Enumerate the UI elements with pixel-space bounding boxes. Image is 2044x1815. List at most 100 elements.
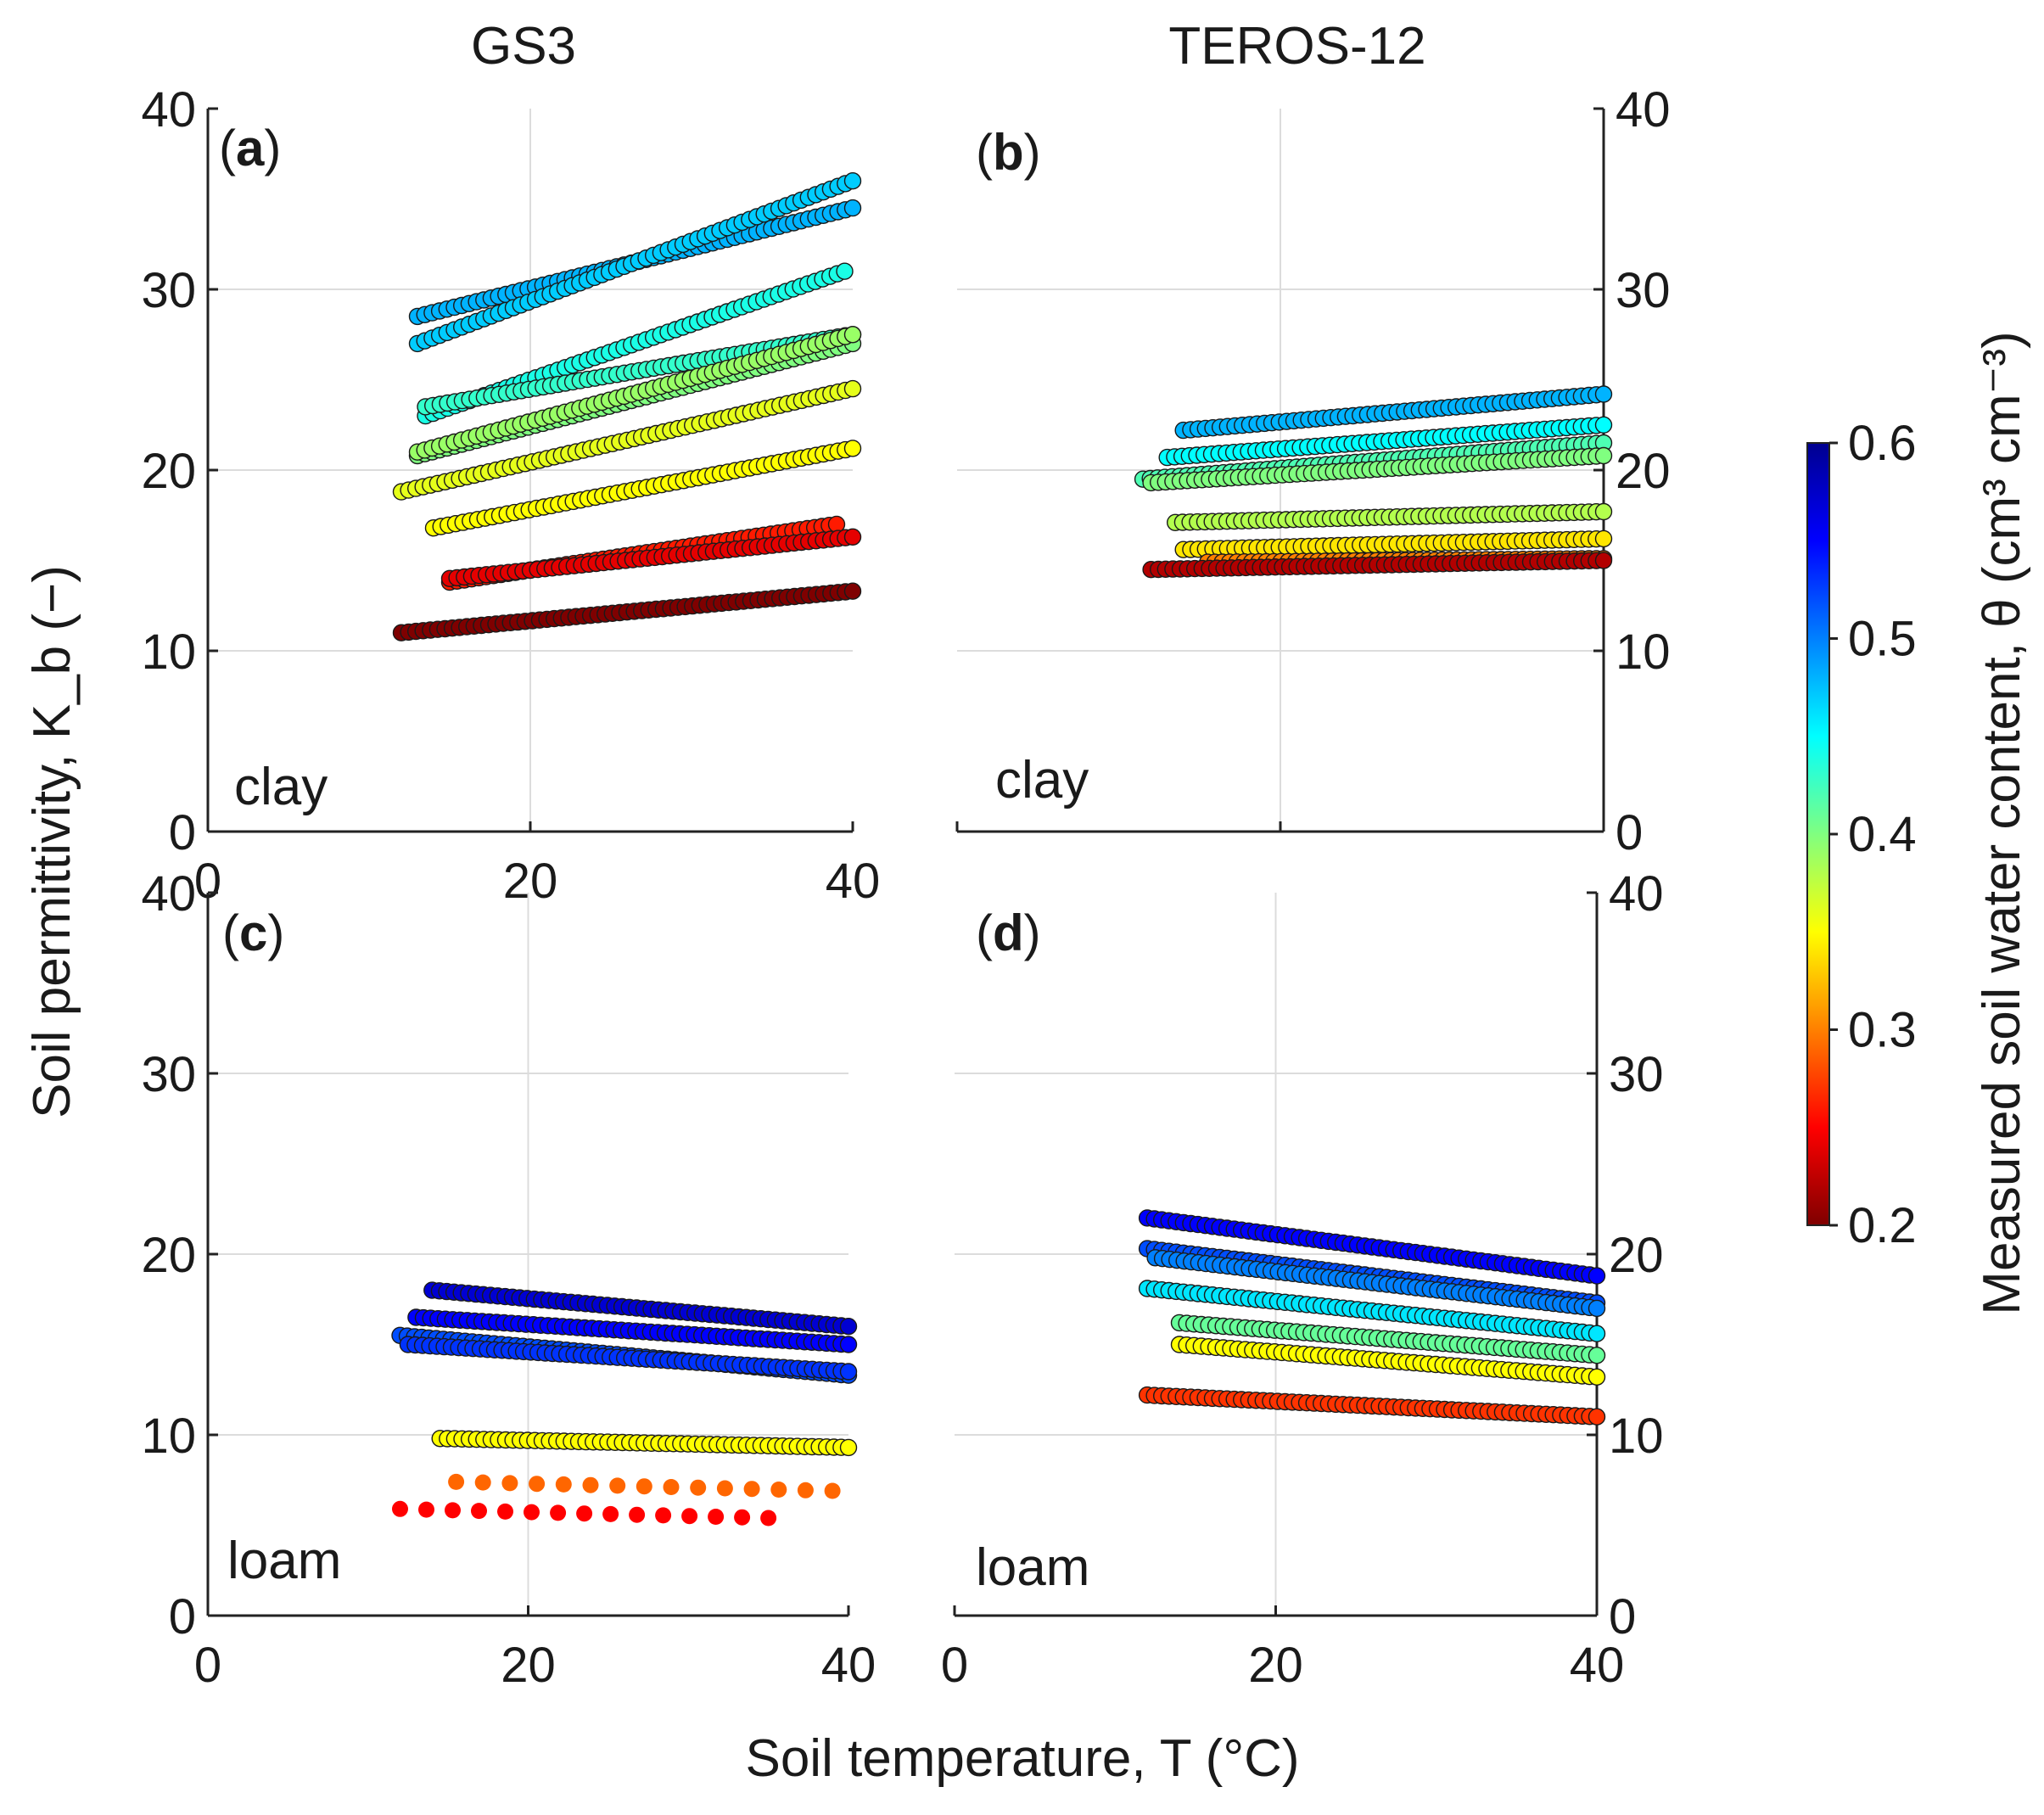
data-point <box>843 379 862 398</box>
data-point <box>824 1482 841 1499</box>
colorbar-tick-label: 0.6 <box>1848 416 1917 471</box>
data-series <box>1166 502 1613 531</box>
data-point <box>1594 416 1613 434</box>
data-point <box>708 1509 725 1525</box>
data-series <box>1170 1336 1606 1386</box>
data-series <box>1138 1386 1606 1426</box>
colorbar-tick-label: 0.3 <box>1848 1003 1917 1058</box>
data-point <box>609 1477 626 1494</box>
data-point <box>690 1479 707 1496</box>
data-point <box>582 1476 599 1493</box>
y-tick-label: 30 <box>141 263 196 318</box>
data-series <box>408 326 862 461</box>
data-point <box>839 1438 858 1457</box>
x-tick-label: 20 <box>1248 1638 1303 1693</box>
data-point <box>524 1504 540 1521</box>
y-tick-label: 20 <box>141 444 196 499</box>
y-tick-label: 20 <box>141 1228 196 1283</box>
data-point <box>843 528 862 546</box>
data-point <box>839 1317 858 1336</box>
data-series <box>1146 1249 1606 1318</box>
data-series <box>1142 552 1613 579</box>
panel-tag: (a) <box>219 120 281 176</box>
colorbar-tick-label: 0.2 <box>1848 1198 1917 1253</box>
data-point <box>843 199 862 217</box>
data-point <box>716 1480 733 1497</box>
data-series <box>399 1336 858 1381</box>
data-series <box>424 440 862 537</box>
data-point <box>843 326 862 344</box>
data-point <box>629 1506 646 1523</box>
data-series <box>448 1473 841 1499</box>
y-tick-label: 10 <box>141 625 196 680</box>
panel-tag: (c) <box>222 905 284 961</box>
data-point <box>1588 1368 1606 1386</box>
data-series <box>1174 385 1613 440</box>
data-series <box>423 1281 858 1336</box>
y-tick-label: 0 <box>1609 1589 1636 1644</box>
colorbar-label: Measured soil water content, θ (cm³ cm⁻³… <box>1973 331 2031 1314</box>
soil-label: loam <box>227 1532 341 1590</box>
data-series <box>392 1500 777 1527</box>
data-point <box>839 1363 858 1381</box>
column-title-gs3: GS3 <box>471 17 576 76</box>
data-point <box>550 1504 567 1521</box>
data-point <box>843 582 862 600</box>
panel-b: 0 10 20 30 40 (b) clay <box>955 82 1671 860</box>
data-series <box>1158 416 1613 467</box>
x-tick-label: 40 <box>821 1638 876 1693</box>
y-tick-label: 10 <box>1616 625 1671 680</box>
y-tick-label: 40 <box>141 82 196 137</box>
data-point <box>555 1476 572 1493</box>
y-tick-label: 10 <box>1609 1409 1664 1464</box>
panel-tag: (b) <box>976 124 1041 181</box>
y-tick-label: 30 <box>141 1047 196 1102</box>
x-tick-label: 0 <box>194 1638 221 1693</box>
panel-tag: (d) <box>976 905 1041 961</box>
data-series <box>1142 446 1613 492</box>
data-series <box>431 1430 858 1457</box>
y-tick-label: 20 <box>1616 444 1671 499</box>
x-tick-label: 40 <box>826 854 881 909</box>
colorbar-gradient <box>1806 442 1830 1226</box>
data-point <box>392 1500 408 1517</box>
panel-c: 0 10 20 30 40 0 20 40 (c) loam <box>141 866 876 1693</box>
x-tick-label: 0 <box>941 1638 968 1693</box>
x-tick-label: 20 <box>501 1638 556 1693</box>
data-series <box>1138 1209 1606 1285</box>
data-point <box>734 1509 751 1526</box>
y-tick-label: 10 <box>141 1409 196 1464</box>
y-tick-label: 30 <box>1616 263 1671 318</box>
data-point <box>839 1336 858 1353</box>
column-title-teros12: TEROS-12 <box>1168 17 1425 76</box>
data-series <box>1170 1314 1606 1364</box>
y-tick-label: 40 <box>1616 82 1671 137</box>
data-point <box>497 1503 513 1520</box>
data-point <box>1588 1408 1606 1426</box>
y-tick-label: 0 <box>1616 805 1643 860</box>
y-tick-label: 40 <box>141 866 196 922</box>
panel-tag-letter: c <box>239 905 267 961</box>
data-point <box>843 440 862 457</box>
data-point <box>655 1507 672 1524</box>
data-point <box>1594 446 1613 465</box>
data-point <box>836 262 854 280</box>
data-point <box>1594 502 1613 521</box>
y-tick-label: 30 <box>1609 1047 1664 1102</box>
data-point <box>663 1479 680 1495</box>
panel-tag-letter: a <box>236 120 265 176</box>
data-point <box>602 1505 619 1522</box>
data-point <box>474 1474 491 1491</box>
data-point <box>1588 1267 1606 1285</box>
data-point <box>471 1503 487 1520</box>
data-point <box>1594 385 1613 403</box>
y-tick-label: 40 <box>1609 866 1664 922</box>
x-axis-label: Soil temperature, T (°C) <box>745 1729 1299 1788</box>
data-point <box>797 1482 814 1498</box>
data-point <box>1594 552 1613 569</box>
data-point <box>529 1476 546 1493</box>
y-tick-label: 20 <box>1609 1228 1664 1283</box>
data-point <box>445 1502 461 1519</box>
data-point <box>681 1508 698 1525</box>
